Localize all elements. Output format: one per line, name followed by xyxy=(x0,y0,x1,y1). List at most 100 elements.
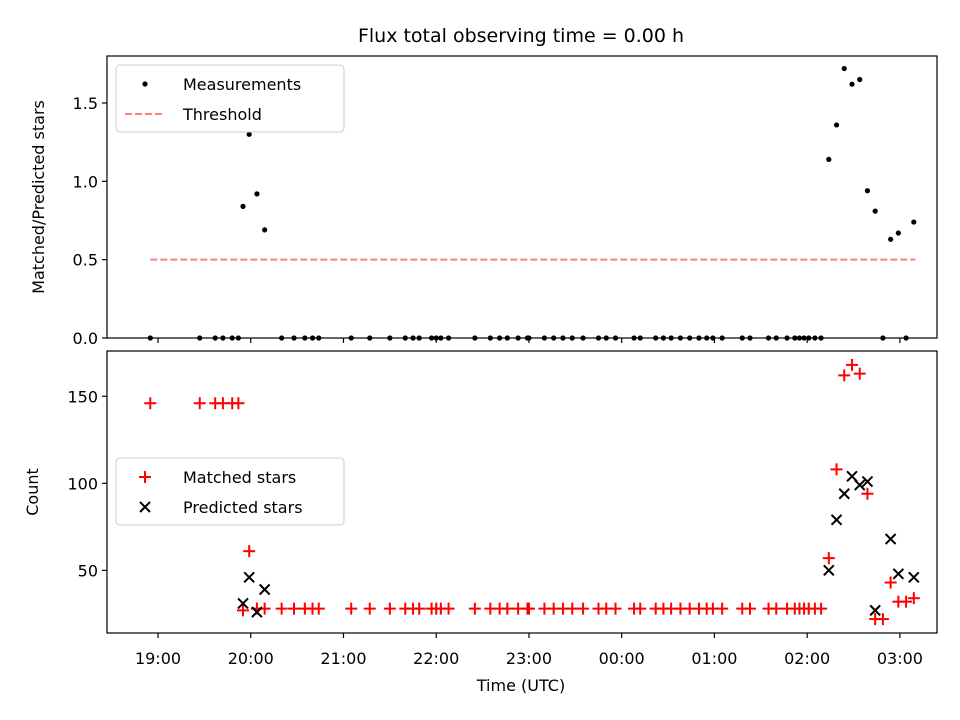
matched-star-point xyxy=(288,602,301,615)
legend-marker-measurements xyxy=(142,81,148,87)
matched-star-point xyxy=(907,592,920,605)
x-tick-label: 21:00 xyxy=(320,649,366,668)
bottom-panel: Count Time (UTC) 50 100 150 19:00 20:00 21:0… xyxy=(23,350,938,695)
bottom-legend: Matched stars Predicted stars xyxy=(115,457,345,526)
x-tick-label: 19:00 xyxy=(135,649,181,668)
top-y-tick-label: 1.5 xyxy=(73,94,98,113)
matched-star-point xyxy=(716,602,729,615)
predicted-star-point xyxy=(854,479,866,491)
predicted-star-point xyxy=(830,514,843,526)
matched-star-point xyxy=(413,602,426,615)
x-axis-label: Time (UTC) xyxy=(476,676,565,695)
legend-label-matched: Matched stars xyxy=(183,468,296,487)
legend-marker-matched xyxy=(139,471,151,483)
measurement-point xyxy=(872,208,878,214)
top-y-axis: 0.0 0.5 1.0 1.5 xyxy=(73,94,107,348)
chart-title: Flux total observing time = 0.00 h xyxy=(358,25,684,47)
matched-star-point xyxy=(876,613,889,626)
legend-label-threshold: Threshold xyxy=(182,105,262,124)
predicted-star-point xyxy=(251,606,263,618)
matched-star-point xyxy=(830,463,843,476)
bottom-y-axis: 50 100 150 xyxy=(67,387,107,580)
bottom-y-tick-label: 50 xyxy=(78,561,98,580)
top-axes-frame xyxy=(106,55,938,339)
bottom-x-axis: 19:00 20:00 21:00 22:00 23:00 00:00 01:00 02:00… xyxy=(135,633,923,668)
matched-star-point xyxy=(609,602,622,615)
measurement-point xyxy=(262,227,268,233)
top-legend: Measurements Threshold xyxy=(115,64,345,133)
matched-star-point xyxy=(845,358,858,371)
predicted-star-point xyxy=(243,571,255,584)
matched-star-point xyxy=(577,602,590,615)
x-tick-label: 20:00 xyxy=(228,649,274,668)
matched-star-point xyxy=(144,397,157,410)
measurement-point xyxy=(841,65,847,72)
predicted-star-point xyxy=(884,533,897,545)
top-legend-box xyxy=(115,64,345,133)
measurement-point xyxy=(246,131,252,137)
matched-star-point xyxy=(861,487,874,500)
matched-star-point xyxy=(237,604,250,617)
measurement-point xyxy=(254,191,260,197)
bottom-y-tick-label: 150 xyxy=(67,387,98,406)
matched-star-point xyxy=(900,595,913,608)
measurement-point xyxy=(833,122,840,128)
measurement-point xyxy=(240,203,246,209)
matched-star-point xyxy=(566,602,579,615)
predicted-star-point xyxy=(838,488,850,500)
legend-marker-predicted xyxy=(139,501,151,513)
top-panel: Flux total observing time = 0.00 h Match… xyxy=(29,25,938,348)
top-y-axis-label: Matched/Predicted stars xyxy=(29,100,48,294)
matched-star-point xyxy=(312,602,325,615)
matched-star-point xyxy=(770,602,783,615)
x-tick-label: 22:00 xyxy=(413,649,459,668)
top-y-tick-label: 0.0 xyxy=(73,329,98,348)
top-y-tick-label: 0.5 xyxy=(73,251,98,270)
matched-star-point xyxy=(815,602,828,615)
matched-star-point xyxy=(383,602,396,615)
matched-star-point xyxy=(468,602,481,615)
measurement-point xyxy=(826,156,832,162)
matched-star-point xyxy=(853,367,866,380)
matched-star-point xyxy=(232,397,245,410)
bottom-y-tick-label: 100 xyxy=(67,474,98,493)
matched-star-point xyxy=(634,602,647,615)
matched-star-point xyxy=(822,552,835,565)
bottom-plot-area xyxy=(144,358,920,626)
bottom-legend-box xyxy=(115,457,345,526)
legend-label-predicted: Predicted stars xyxy=(183,498,303,517)
x-tick-label: 02:00 xyxy=(784,649,830,668)
matched-star-point xyxy=(743,602,756,615)
measurement-point xyxy=(911,219,917,225)
matched-star-point xyxy=(363,602,376,615)
matched-star-point xyxy=(838,369,851,382)
measurement-point xyxy=(857,76,863,83)
matched-star-point xyxy=(884,576,897,589)
matched-star-point xyxy=(345,602,358,615)
x-tick-label: 00:00 xyxy=(599,649,645,668)
x-tick-label: 23:00 xyxy=(506,649,552,668)
matched-star-point xyxy=(243,545,256,558)
matched-star-point xyxy=(275,602,288,615)
predicted-star-point xyxy=(869,604,881,617)
measurement-point xyxy=(864,188,871,194)
x-tick-label: 03:00 xyxy=(877,649,923,668)
top-y-tick-label: 1.0 xyxy=(73,172,98,191)
measurement-point xyxy=(888,236,894,242)
matched-star-point xyxy=(193,397,206,410)
predicted-star-point xyxy=(823,564,835,577)
measurement-point xyxy=(849,81,855,87)
predicted-star-point xyxy=(258,583,271,596)
predicted-star-point xyxy=(908,571,920,584)
matched-star-point xyxy=(501,602,514,615)
predicted-star-point xyxy=(237,597,249,610)
measurement-point xyxy=(895,230,901,236)
x-tick-label: 01:00 xyxy=(691,649,737,668)
legend-label-measurements: Measurements xyxy=(183,75,301,94)
predicted-star-point xyxy=(892,568,905,580)
matched-star-point xyxy=(522,602,535,615)
bottom-axes-frame xyxy=(106,350,938,634)
matched-star-point xyxy=(442,602,455,615)
bottom-y-axis-label: Count xyxy=(23,468,42,516)
